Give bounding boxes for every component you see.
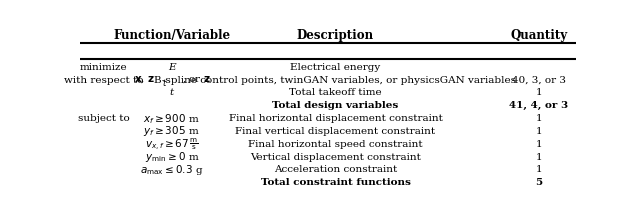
Text: Electrical energy: Electrical energy	[291, 63, 381, 72]
Text: 1: 1	[536, 152, 542, 161]
Text: minimize: minimize	[80, 63, 127, 72]
Text: 1: 1	[536, 139, 542, 148]
Text: E: E	[168, 63, 175, 72]
Text: 1: 1	[536, 88, 542, 97]
Text: , or $\mathbf{z}$: , or $\mathbf{z}$	[182, 75, 211, 85]
Text: Function/Variable: Function/Variable	[113, 29, 230, 42]
Text: $y_{\mathrm{min}} \geq 0$ m: $y_{\mathrm{min}} \geq 0$ m	[145, 149, 199, 163]
Text: with respect to: with respect to	[64, 75, 143, 84]
Text: 1: 1	[536, 165, 542, 174]
Text: Final horizontal speed constraint: Final horizontal speed constraint	[248, 139, 423, 148]
Text: Total constraint functions: Total constraint functions	[260, 177, 410, 186]
Text: Description: Description	[297, 29, 374, 42]
Text: Total design variables: Total design variables	[272, 101, 399, 110]
Text: Vertical displacement constraint: Vertical displacement constraint	[250, 152, 421, 161]
Text: Total takeoff time: Total takeoff time	[289, 88, 381, 97]
Text: 40, 3, or 3: 40, 3, or 3	[512, 75, 566, 84]
Text: 41, 4, or 3: 41, 4, or 3	[509, 101, 568, 110]
Text: t: t	[170, 88, 174, 97]
Text: Quantity: Quantity	[510, 29, 568, 42]
Text: 5: 5	[535, 177, 542, 186]
Text: subject to: subject to	[78, 114, 130, 122]
Text: $x_f \geq 900$ m: $x_f \geq 900$ m	[143, 111, 200, 125]
Text: B-spline control points, twinGAN variables, or physicsGAN variables: B-spline control points, twinGAN variabl…	[154, 75, 516, 84]
Text: $v_{x,f} \geq 67\,\frac{\mathrm{m}}{\mathrm{s}}$: $v_{x,f} \geq 67\,\frac{\mathrm{m}}{\mat…	[145, 136, 198, 152]
Text: Acceleration constraint: Acceleration constraint	[274, 165, 397, 174]
Text: 1: 1	[536, 114, 542, 122]
Text: $\mathbf{x}$, $\mathbf{z}$: $\mathbf{x}$, $\mathbf{z}$	[134, 75, 155, 85]
Text: $a_{\mathrm{max}} \leq 0.3$ g: $a_{\mathrm{max}} \leq 0.3$ g	[140, 162, 204, 176]
Text: Final vertical displacement constraint: Final vertical displacement constraint	[236, 126, 435, 135]
Text: $y_f \geq 305$ m: $y_f \geq 305$ m	[143, 124, 200, 138]
Text: Final horizontal displacement constraint: Final horizontal displacement constraint	[228, 114, 442, 122]
Text: $\mathbf{\mathit{t}}$: $\mathbf{\mathit{t}}$	[162, 77, 168, 88]
Text: 1: 1	[536, 126, 542, 135]
